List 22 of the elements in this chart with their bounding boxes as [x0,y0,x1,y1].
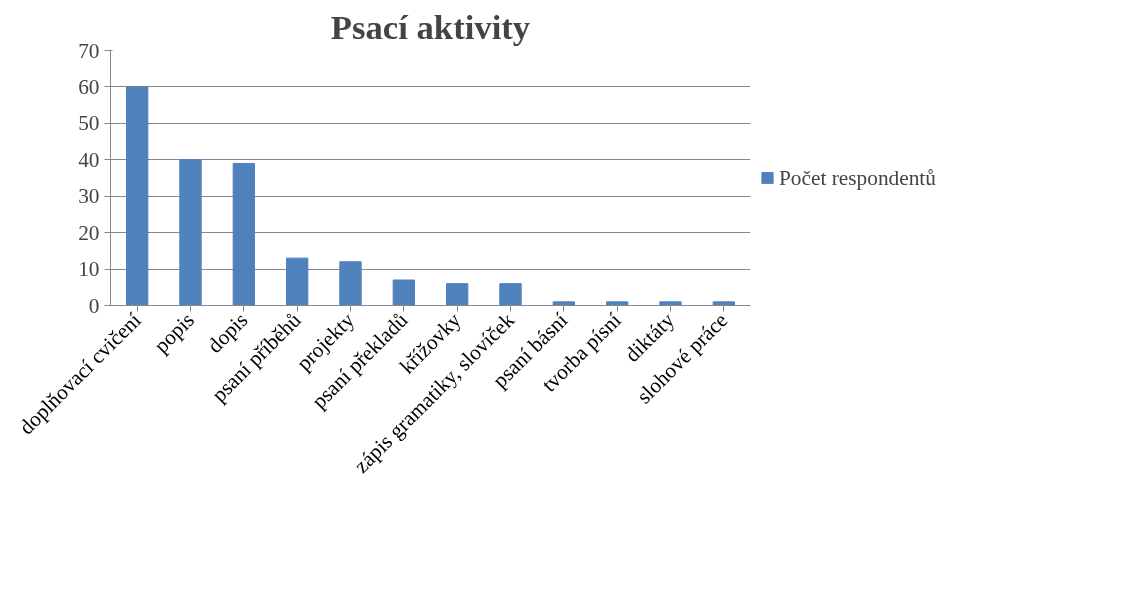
y-tick-label: 50 [78,111,100,136]
bar [606,301,629,306]
bar [392,279,415,306]
y-tick-label: 10 [78,257,100,282]
bar [232,162,255,306]
y-tick-label: 70 [78,38,100,63]
bar [712,301,735,306]
bar [499,283,522,306]
bar [126,86,149,306]
y-tick-label: 30 [78,184,100,209]
y-tick-label: 60 [78,74,100,99]
bar [179,159,202,306]
y-tick-label: 20 [78,220,100,245]
bar [552,301,575,306]
chart-title: Psací aktivity [330,7,531,46]
y-tick-label: 40 [78,147,100,172]
bar [446,283,469,306]
bar [286,257,309,306]
bar [339,261,362,306]
bar [659,301,682,306]
y-tick-label: 0 [88,293,100,318]
legend-label: Počet respondentů [779,165,936,190]
